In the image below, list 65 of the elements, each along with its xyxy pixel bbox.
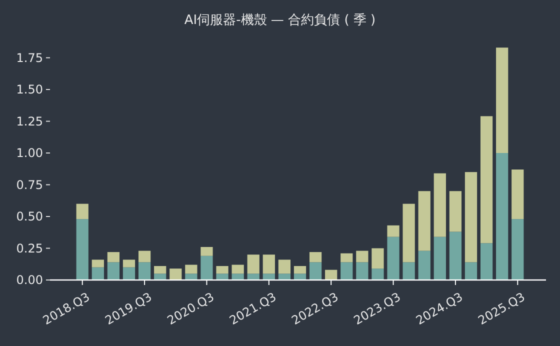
bar [154, 274, 166, 280]
bar [247, 254, 260, 274]
bar [107, 252, 120, 262]
y-tick-label: 1.00 [16, 146, 43, 160]
bar [387, 225, 400, 237]
bar [480, 116, 493, 244]
y-tick-label: 0.75 [16, 178, 43, 192]
bar [262, 274, 275, 280]
bar [200, 256, 213, 280]
bar [496, 48, 508, 154]
bar [216, 266, 228, 274]
y-tick-label: 1.25 [16, 114, 43, 128]
bar [309, 252, 322, 262]
y-tick-label: 0.50 [16, 210, 43, 224]
bar [434, 236, 446, 280]
bar [356, 262, 368, 280]
bar [247, 274, 260, 280]
bar [418, 191, 430, 251]
bar [402, 204, 415, 262]
bar [434, 173, 446, 237]
bar [262, 254, 275, 274]
y-tick-label: 1.75 [16, 50, 43, 65]
bar [232, 274, 244, 280]
bar [325, 270, 338, 280]
bar [294, 274, 306, 280]
y-tick-label: 1.50 [16, 82, 43, 97]
bar [76, 219, 88, 280]
bar [512, 219, 524, 280]
bar [387, 236, 400, 280]
bar [138, 250, 151, 262]
bar [449, 191, 462, 232]
bar [464, 262, 478, 280]
bar [107, 262, 120, 280]
bar [185, 274, 198, 280]
bar [309, 262, 322, 280]
bar [340, 262, 353, 280]
chart-title: AI伺服器-機殼 — 合約負債 ( 季 ) [184, 13, 376, 28]
bar [294, 266, 306, 274]
bar [464, 172, 478, 262]
bar [200, 246, 213, 256]
bar [92, 267, 104, 280]
bar [92, 260, 104, 268]
bar [496, 153, 508, 280]
bar [76, 204, 88, 220]
bar [122, 260, 136, 268]
bar [372, 248, 384, 269]
y-tick-label: 0.25 [16, 241, 43, 256]
y-tick-label: 0.00 [16, 273, 43, 288]
bar [170, 268, 182, 280]
bar [402, 262, 415, 280]
bar [418, 250, 430, 280]
bar [154, 266, 166, 274]
bar [138, 262, 151, 280]
bar [480, 243, 493, 280]
bar [512, 170, 524, 220]
bar [122, 267, 136, 280]
bar [340, 253, 353, 262]
bar [356, 250, 368, 262]
bar [449, 232, 462, 280]
bar [372, 268, 384, 280]
bar [278, 260, 291, 274]
bar [185, 264, 198, 274]
bar [216, 274, 228, 280]
bar [232, 264, 244, 274]
bar [278, 274, 291, 280]
